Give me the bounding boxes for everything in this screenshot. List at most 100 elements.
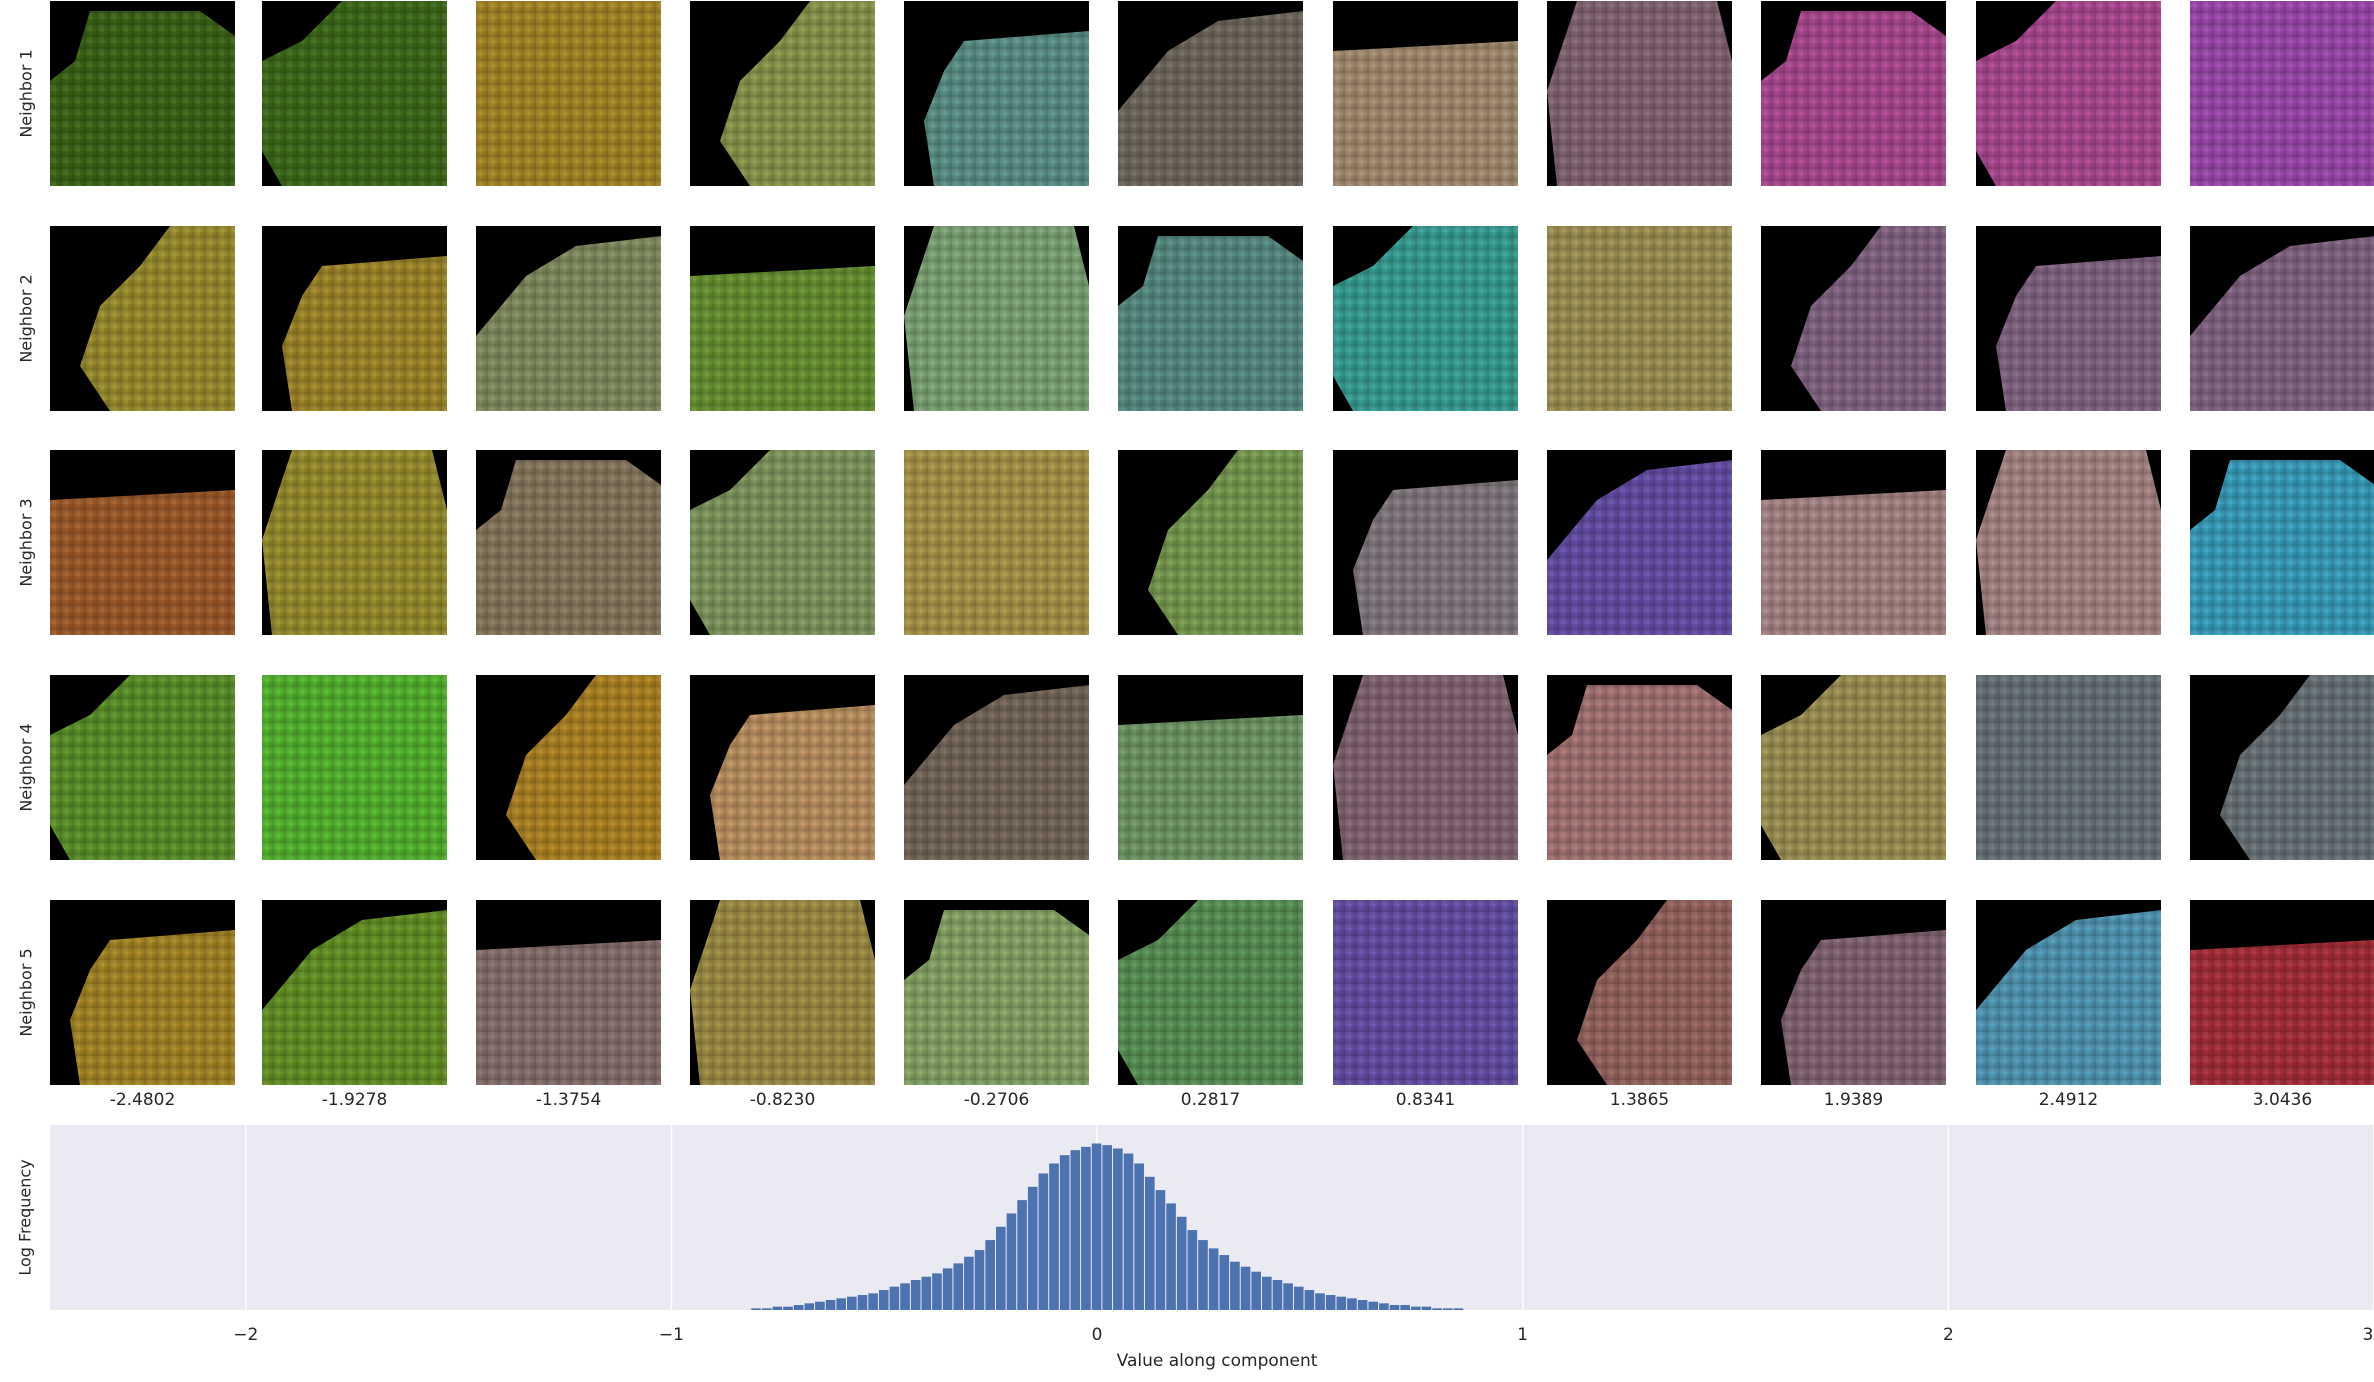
histogram-bar <box>995 1226 1006 1310</box>
row-label-neighbor-3: Neighbor 3 <box>16 497 36 587</box>
tile-image <box>1761 226 1946 411</box>
histogram-bar <box>783 1306 793 1310</box>
tile-image <box>1333 900 1518 1085</box>
neighbor-tile <box>50 900 235 1085</box>
tile-image <box>690 226 875 411</box>
histogram-bar <box>1006 1213 1017 1310</box>
tile-image <box>2190 1 2374 186</box>
neighbor-tile <box>904 675 1089 860</box>
tile-image <box>2190 675 2374 860</box>
histogram-bar <box>1187 1230 1198 1310</box>
neighbor-tile <box>904 450 1089 635</box>
histogram-bar <box>921 1276 932 1310</box>
neighbor-tile <box>1118 900 1303 1085</box>
histogram-bar <box>1325 1295 1336 1310</box>
histogram-bar <box>804 1303 815 1310</box>
neighbor-tile <box>476 1 661 186</box>
tile-image <box>2190 900 2374 1085</box>
histogram-bar <box>1272 1280 1283 1310</box>
neighbor-tile <box>1761 900 1946 1085</box>
neighbor-tile <box>1976 450 2161 635</box>
tile-image <box>1547 675 1732 860</box>
x-tick-label: 3 <box>2363 1325 2374 1345</box>
histogram-bar <box>932 1273 942 1310</box>
column-value-label: -0.8230 <box>749 1090 816 1110</box>
row-label-neighbor-2: Neighbor 2 <box>16 273 36 363</box>
neighbor-tile <box>1976 675 2161 860</box>
column-value-label: -2.4802 <box>109 1090 176 1110</box>
neighbor-tile <box>1118 226 1303 411</box>
tile-image <box>476 1 661 186</box>
neighbor-tile <box>1976 226 2161 411</box>
histogram-bar <box>1113 1148 1123 1310</box>
y-axis-label: Log Frequency <box>15 1159 35 1276</box>
histogram-bar <box>1155 1190 1166 1310</box>
neighbor-tile <box>690 1 875 186</box>
column-value-label: 0.2817 <box>1180 1090 1241 1110</box>
neighbor-tile <box>1547 450 1732 635</box>
histogram-bar <box>1400 1305 1410 1310</box>
neighbor-tile <box>262 900 447 1085</box>
histogram-bar <box>751 1308 761 1310</box>
x-tick-label: 0 <box>1092 1325 1103 1345</box>
neighbor-tile <box>1333 675 1518 860</box>
tile-image <box>904 1 1089 186</box>
tile-image <box>1118 1 1303 186</box>
neighbor-tile <box>262 1 447 186</box>
column-value-label: -1.9278 <box>321 1090 388 1110</box>
histogram-bar <box>1304 1290 1315 1310</box>
tile-image <box>2190 450 2374 635</box>
x-tick-label: 2 <box>1943 1325 1954 1345</box>
histogram-chart: −2 −1 0 1 2 3 Value along component <box>50 1125 2374 1374</box>
tile-image <box>1976 1 2161 186</box>
tile-image <box>262 1 447 186</box>
neighbor-tile <box>690 450 875 635</box>
tile-image <box>50 1 235 186</box>
tile-image <box>50 226 235 411</box>
column-value-label: 1.9389 <box>1823 1090 1884 1110</box>
histogram-bar <box>1379 1303 1389 1310</box>
histogram-bar <box>1442 1308 1453 1310</box>
histogram-bar <box>1315 1293 1325 1310</box>
histogram-bar <box>847 1296 857 1310</box>
tile-image <box>904 900 1089 1085</box>
histogram-bar <box>793 1305 804 1310</box>
tile-image <box>1761 450 1946 635</box>
tile-image <box>476 226 661 411</box>
histogram-bar <box>1262 1276 1272 1310</box>
x-tick-label: −1 <box>659 1325 684 1345</box>
x-tick-label: −2 <box>233 1325 258 1345</box>
neighbor-tile <box>1333 1 1518 186</box>
neighbor-tile <box>1761 1 1946 186</box>
histogram-bar <box>1166 1203 1176 1310</box>
tile-image <box>904 226 1089 411</box>
neighbor-tile <box>1547 675 1732 860</box>
tile-image <box>1118 900 1303 1085</box>
neighbor-tile <box>1118 450 1303 635</box>
tile-image <box>1118 675 1303 860</box>
histogram-bar <box>761 1308 772 1310</box>
tile-image <box>50 450 235 635</box>
neighbor-tile <box>904 900 1089 1085</box>
row-label-neighbor-1: Neighbor 1 <box>16 48 36 138</box>
histogram-bar <box>1144 1176 1155 1310</box>
histogram-bar <box>1357 1300 1368 1310</box>
histogram-bar <box>1219 1255 1230 1310</box>
histogram-bar <box>1240 1266 1251 1310</box>
histogram-bar <box>836 1298 847 1310</box>
histogram-bar <box>1027 1186 1038 1310</box>
column-value-label: -0.2706 <box>963 1090 1030 1110</box>
tile-image <box>1333 675 1518 860</box>
histogram-bar <box>1176 1216 1187 1310</box>
histogram-bar <box>1389 1305 1400 1310</box>
histogram-bar <box>1081 1146 1091 1310</box>
neighbor-tile <box>1333 450 1518 635</box>
neighbor-tile <box>262 450 447 635</box>
neighbor-tile <box>50 226 235 411</box>
histogram-bar <box>825 1300 836 1310</box>
neighbor-tile <box>50 1 235 186</box>
neighbor-tile <box>690 226 875 411</box>
tile-image <box>476 450 661 635</box>
histogram-bar <box>878 1290 889 1310</box>
